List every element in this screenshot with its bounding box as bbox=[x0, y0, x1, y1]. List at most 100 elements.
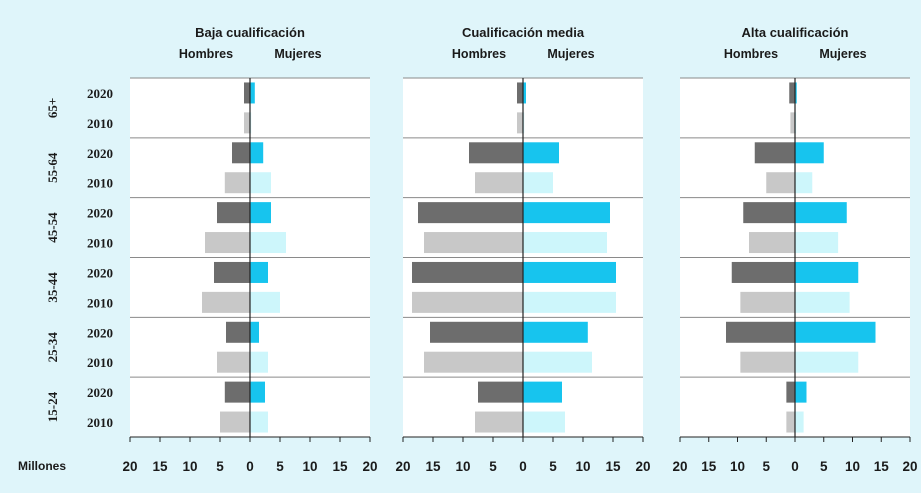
men-bar bbox=[412, 261, 523, 283]
x-tick-label: 5 bbox=[762, 459, 770, 474]
x-tick-label: 15 bbox=[605, 459, 621, 474]
age-group-label: 35-44 bbox=[45, 272, 60, 303]
men-bar bbox=[478, 381, 523, 403]
women-bar bbox=[250, 291, 280, 313]
men-bar bbox=[220, 411, 250, 433]
age-group-label: 15-24 bbox=[45, 391, 60, 422]
women-bar bbox=[523, 82, 526, 104]
men-bar bbox=[740, 351, 795, 373]
women-side-label: Mujeres bbox=[819, 47, 866, 61]
women-side-label: Mujeres bbox=[274, 47, 321, 61]
age-group-label: 25-34 bbox=[45, 332, 60, 363]
men-bar bbox=[217, 202, 250, 224]
men-bar bbox=[412, 291, 523, 313]
women-bar bbox=[795, 411, 804, 433]
x-tick-label: 0 bbox=[246, 459, 254, 474]
men-bar bbox=[786, 381, 795, 403]
men-bar bbox=[424, 232, 523, 254]
women-bar bbox=[795, 82, 797, 104]
men-bar bbox=[202, 291, 250, 313]
age-group-label: 55-64 bbox=[45, 152, 60, 183]
women-bar bbox=[795, 202, 847, 224]
x-tick-label: 10 bbox=[730, 459, 745, 474]
men-bar bbox=[217, 351, 250, 373]
x-tick-label: 15 bbox=[332, 459, 348, 474]
x-tick-label: 5 bbox=[276, 459, 284, 474]
x-tick-label: 20 bbox=[122, 459, 137, 474]
x-tick-label: 0 bbox=[519, 459, 527, 474]
men-bar bbox=[224, 172, 250, 194]
x-tick-label: 15 bbox=[425, 459, 441, 474]
x-tick-label: 5 bbox=[549, 459, 557, 474]
men-bar bbox=[244, 112, 250, 134]
year-label: 2010 bbox=[87, 415, 113, 430]
men-side-label: Hombres bbox=[724, 47, 778, 61]
x-unit-label: Millones bbox=[18, 459, 66, 473]
women-bar bbox=[250, 232, 286, 254]
men-bar bbox=[517, 112, 523, 134]
x-tick-label: 20 bbox=[395, 459, 410, 474]
year-label: 2010 bbox=[87, 116, 113, 131]
women-bar bbox=[795, 261, 859, 283]
men-bar bbox=[418, 202, 523, 224]
women-bar bbox=[523, 172, 553, 194]
women-bar bbox=[250, 142, 264, 164]
women-bar bbox=[250, 112, 252, 134]
year-label: 2020 bbox=[87, 146, 113, 161]
year-label: 2010 bbox=[87, 295, 113, 310]
age-group-label: 65+ bbox=[45, 98, 60, 118]
x-tick-label: 10 bbox=[182, 459, 197, 474]
men-bar bbox=[475, 411, 523, 433]
x-tick-label: 5 bbox=[216, 459, 224, 474]
men-bar bbox=[740, 291, 795, 313]
women-bar bbox=[250, 321, 259, 343]
x-tick-label: 20 bbox=[362, 459, 377, 474]
men-bar bbox=[214, 261, 250, 283]
x-tick-label: 20 bbox=[902, 459, 917, 474]
age-group-label: 45-54 bbox=[45, 212, 60, 243]
women-bar bbox=[250, 411, 268, 433]
women-bar bbox=[250, 202, 271, 224]
x-tick-label: 5 bbox=[820, 459, 828, 474]
year-label: 2010 bbox=[87, 176, 113, 191]
women-bar bbox=[523, 291, 616, 313]
men-bar bbox=[224, 381, 250, 403]
men-bar bbox=[232, 142, 250, 164]
men-bar bbox=[424, 351, 523, 373]
men-bar bbox=[731, 261, 795, 283]
men-bar bbox=[469, 142, 523, 164]
men-bar bbox=[790, 112, 795, 134]
women-bar bbox=[523, 232, 607, 254]
x-tick-label: 0 bbox=[791, 459, 799, 474]
women-bar bbox=[250, 82, 255, 104]
men-side-label: Hombres bbox=[452, 47, 506, 61]
women-bar bbox=[795, 381, 807, 403]
women-bar bbox=[523, 351, 592, 373]
x-tick-label: 10 bbox=[575, 459, 590, 474]
x-tick-label: 15 bbox=[701, 459, 717, 474]
panel-title: Baja cualificación bbox=[195, 25, 305, 40]
women-side-label: Mujeres bbox=[547, 47, 594, 61]
x-tick-label: 10 bbox=[455, 459, 470, 474]
men-bar bbox=[244, 82, 250, 104]
men-bar bbox=[754, 142, 795, 164]
men-bar bbox=[226, 321, 250, 343]
women-bar bbox=[250, 172, 271, 194]
women-bar bbox=[250, 351, 268, 373]
x-tick-label: 10 bbox=[845, 459, 860, 474]
men-bar bbox=[726, 321, 795, 343]
men-bar bbox=[743, 202, 795, 224]
women-bar bbox=[523, 411, 565, 433]
women-bar bbox=[523, 261, 616, 283]
women-bar bbox=[250, 261, 268, 283]
men-bar bbox=[789, 82, 795, 104]
x-tick-label: 20 bbox=[672, 459, 687, 474]
men-bar bbox=[749, 232, 795, 254]
men-bar bbox=[786, 411, 795, 433]
women-bar bbox=[795, 291, 850, 313]
men-bar bbox=[430, 321, 523, 343]
women-bar bbox=[795, 321, 876, 343]
men-bar bbox=[517, 82, 523, 104]
year-label: 2020 bbox=[87, 385, 113, 400]
